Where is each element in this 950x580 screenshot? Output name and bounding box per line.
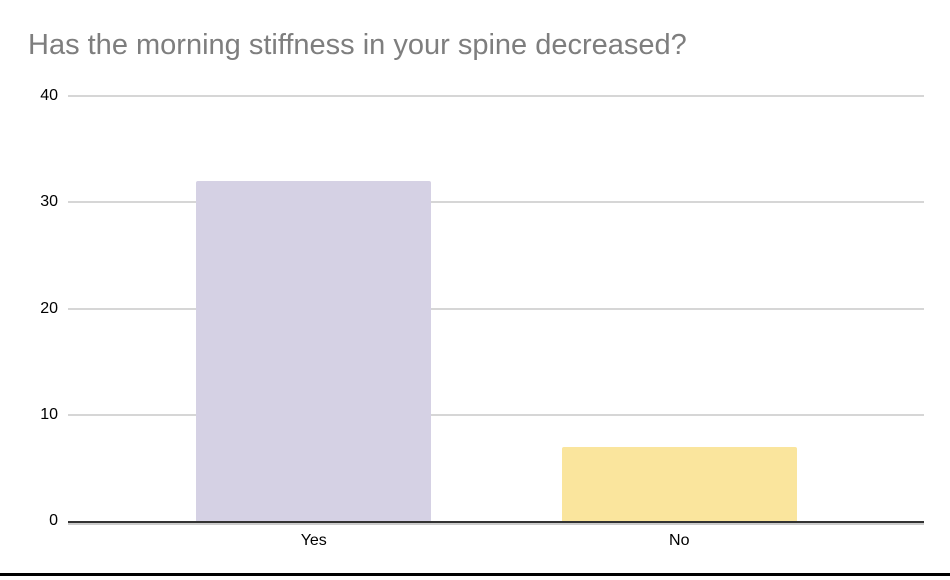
gridline-30 bbox=[68, 201, 924, 204]
x-tick-label-yes: Yes bbox=[300, 532, 327, 549]
y-tick-label-20: 20 bbox=[40, 299, 58, 317]
y-tick-label-30: 30 bbox=[40, 193, 58, 211]
bar-no[interactable] bbox=[561, 446, 797, 521]
x-axis-baseline bbox=[68, 521, 924, 523]
y-tick-label-0: 0 bbox=[49, 512, 58, 529]
y-tick-label-10: 10 bbox=[40, 405, 58, 423]
bar-yes[interactable] bbox=[196, 181, 432, 521]
chart-title: Has the morning stiffness in your spine … bbox=[28, 29, 687, 61]
gridline-10 bbox=[68, 413, 924, 416]
y-tick-label-40: 40 bbox=[40, 87, 58, 104]
bottom-border bbox=[0, 573, 950, 576]
gridline-20 bbox=[68, 307, 924, 310]
x-tick-label-no: No bbox=[669, 532, 690, 549]
gridline-40 bbox=[68, 95, 924, 97]
